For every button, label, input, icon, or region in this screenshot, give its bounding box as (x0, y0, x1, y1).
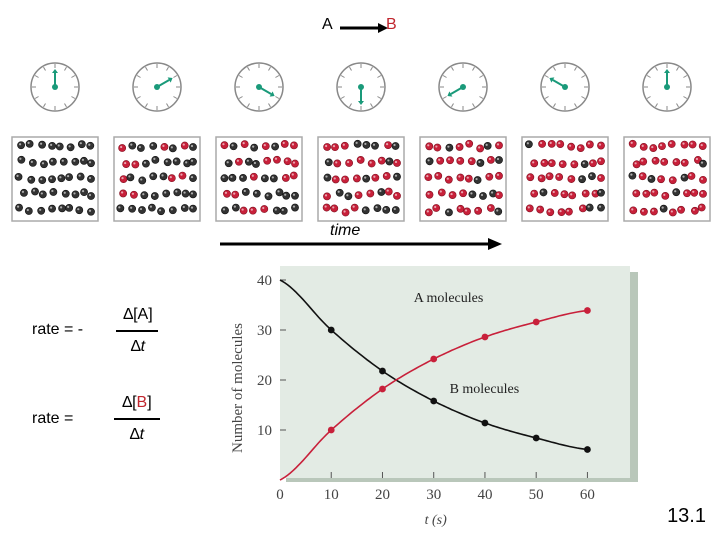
series-a-point (481, 419, 489, 427)
stopwatch-icon (642, 62, 692, 112)
rate-equation-b: rate = (32, 410, 73, 428)
x-tick-label: 50 (529, 487, 544, 503)
molecules-vs-time-chart: 10 20 30 40 0 10 20 30 40 50 60 t (s) Number of mole… (230, 266, 638, 528)
series-a-point (532, 434, 540, 442)
time-arrow (220, 238, 502, 250)
y-tick-label: 10 (257, 423, 272, 439)
series-a-point (379, 367, 386, 375)
series-a-point (430, 397, 438, 405)
series-b-point (584, 307, 591, 314)
molecule-box (521, 136, 609, 222)
series-b-label: B molecules (450, 382, 520, 397)
x-tick-label: 0 (276, 487, 284, 503)
stopwatch-icon (540, 62, 590, 112)
series-a-label: A molecules (414, 291, 484, 306)
stopwatch-icon (132, 62, 182, 112)
stopwatch-icon (336, 62, 386, 112)
stopwatch-icon (234, 62, 284, 112)
molecule-box (419, 136, 507, 222)
x-tick-label: 20 (375, 487, 390, 503)
fraction-numerator: ∆[B] (122, 394, 152, 411)
y-tick-label: 40 (257, 273, 272, 289)
molecule-box (215, 136, 303, 222)
product-b-label: B (386, 16, 397, 33)
y-tick-label: 20 (257, 373, 272, 389)
x-tick-label: 10 (324, 487, 339, 503)
species-b: B (136, 394, 148, 411)
fraction-denominator: ∆t (129, 426, 145, 443)
stopwatch-icon (438, 62, 488, 112)
fraction-bar (116, 330, 158, 332)
series-b-point (532, 318, 540, 326)
series-b-point (327, 426, 335, 434)
molecule-box (317, 136, 405, 222)
molecule-box (623, 136, 711, 222)
fraction-numerator: ∆[A] (123, 306, 153, 323)
species-a: A (137, 306, 149, 323)
reactant-a-label: A (322, 16, 333, 33)
fraction-bar (114, 418, 160, 420)
series-a-point (327, 326, 335, 334)
series-b-point (481, 333, 489, 341)
rate-fraction-a: ∆[A] ∆t (116, 306, 158, 356)
molecule-box (11, 136, 99, 222)
x-tick-label: 60 (580, 487, 595, 503)
x-tick-label: 40 (477, 487, 492, 503)
reaction-arrow (340, 23, 388, 33)
plot-panel (280, 266, 630, 478)
rate-equation-a: rate = - (32, 321, 83, 339)
rate-label: rate = - (32, 321, 84, 338)
time-label: time (330, 222, 361, 239)
x-axis-label: t (s) (425, 513, 448, 528)
series-b-point (379, 385, 386, 393)
rate-label: rate = (32, 410, 74, 427)
molecule-box (113, 136, 201, 222)
x-tick-label: 30 (426, 487, 441, 503)
slide-number: 13.1 (667, 505, 706, 527)
series-b-point (430, 355, 438, 363)
rate-fraction-b: ∆[B] ∆t (114, 394, 160, 444)
y-axis-label: Number of molecules (230, 323, 246, 453)
stopwatch-icon (30, 62, 80, 112)
series-a-point (584, 446, 591, 453)
y-tick-label: 30 (257, 323, 272, 339)
fraction-denominator: ∆t (130, 338, 146, 355)
